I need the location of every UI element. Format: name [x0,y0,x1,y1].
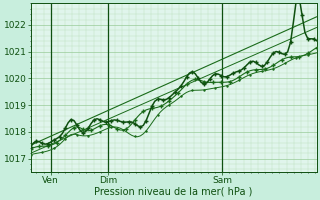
X-axis label: Pression niveau de la mer( hPa ): Pression niveau de la mer( hPa ) [94,187,253,197]
